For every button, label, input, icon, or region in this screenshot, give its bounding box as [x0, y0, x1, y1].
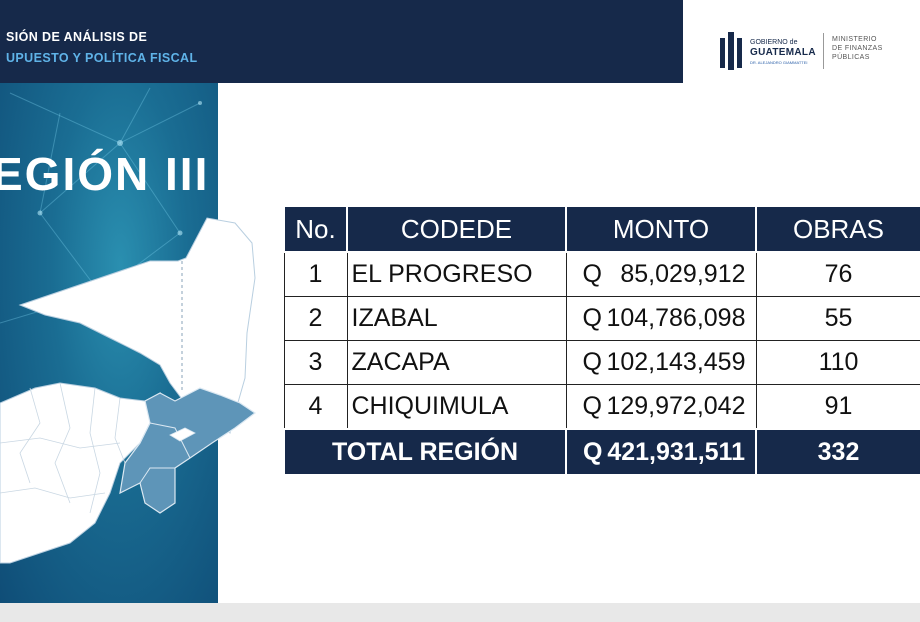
header-title-line2: UPUESTO Y POLÍTICA FISCAL	[6, 51, 198, 65]
total-obras: 332	[755, 428, 920, 476]
codede-table: No. CODEDE MONTO OBRAS 1 EL PROGRESO Q 85…	[283, 205, 920, 476]
ministry-line3: PÚBLICAS	[832, 54, 870, 61]
currency-symbol: Q	[582, 260, 602, 288]
table-row: 1 EL PROGRESO Q 85,029,912 76	[283, 251, 920, 297]
monto-cell: Q 85,029,912	[565, 251, 757, 297]
codede-name: IZABAL	[346, 296, 567, 341]
header-bar: SIÓN DE ANÁLISIS DE UPUESTO Y POLÍTICA F…	[0, 0, 683, 83]
row-number: 2	[283, 296, 348, 341]
monto-cell: Q 102,143,459	[565, 340, 757, 385]
currency-symbol: Q	[582, 392, 602, 420]
row-number: 4	[283, 384, 348, 430]
total-amount: 421,931,511	[607, 437, 745, 466]
guatemala-bars-icon	[720, 32, 742, 70]
monto-cell: Q 104,786,098	[565, 296, 757, 341]
header-codede: CODEDE	[346, 205, 567, 253]
guatemala-map	[0, 217, 257, 564]
logo-divider	[823, 33, 824, 69]
monto-amount: 129,972,042	[606, 392, 746, 420]
row-number: 1	[283, 251, 348, 297]
government-logo: GOBIERNO de GUATEMALA DR. ALEJANDRO GIAM…	[720, 30, 905, 72]
obras-count: 55	[755, 296, 920, 341]
ministry-text: MINISTERIO DE FINANZAS PÚBLICAS	[832, 35, 883, 62]
codede-name: ZACAPA	[346, 340, 567, 385]
total-label: TOTAL REGIÓN	[283, 428, 567, 476]
table-total-row: TOTAL REGIÓN Q 421,931,511 332	[283, 428, 920, 476]
currency-symbol: Q	[582, 348, 602, 376]
codede-name: EL PROGRESO	[346, 251, 567, 297]
bottom-strip	[0, 603, 920, 622]
ministry-line2: DE FINANZAS	[832, 45, 883, 52]
ministry-line1: MINISTERIO	[832, 36, 877, 43]
table-header-row: No. CODEDE MONTO OBRAS	[283, 205, 920, 253]
logo-gov-big-text: GUATEMALA	[750, 47, 816, 58]
table-row: 2 IZABAL Q 104,786,098 55	[283, 296, 920, 341]
currency-symbol: Q	[582, 304, 602, 332]
monto-cell: Q 129,972,042	[565, 384, 757, 430]
monto-amount: 104,786,098	[606, 304, 746, 332]
total-monto-cell: Q 421,931,511	[565, 428, 757, 476]
header-title-line1: SIÓN DE ANÁLISIS DE	[6, 30, 148, 44]
header-no: No.	[283, 205, 348, 253]
obras-count: 110	[755, 340, 920, 385]
codede-name: CHIQUIMULA	[346, 384, 567, 430]
logo-gov-small-text: GOBIERNO de	[750, 39, 798, 46]
row-number: 3	[283, 340, 348, 385]
region-title: EGIÓN III	[0, 148, 210, 200]
table-row: 4 CHIQUIMULA Q 129,972,042 91	[283, 384, 920, 430]
header-obras: OBRAS	[755, 205, 920, 253]
monto-amount: 102,143,459	[606, 348, 746, 376]
header-monto: MONTO	[565, 205, 757, 253]
logo-gov-tiny-text: DR. ALEJANDRO GIAMMATTEI	[750, 60, 808, 65]
obras-count: 76	[755, 251, 920, 297]
table-row: 3 ZACAPA Q 102,143,459 110	[283, 340, 920, 385]
obras-count: 91	[755, 384, 920, 430]
total-currency-symbol: Q	[583, 437, 603, 466]
monto-amount: 85,029,912	[620, 260, 746, 288]
